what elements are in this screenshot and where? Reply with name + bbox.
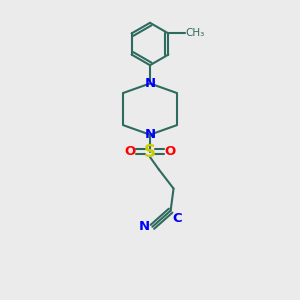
Text: N: N xyxy=(144,77,156,90)
Text: N: N xyxy=(144,128,156,141)
Text: O: O xyxy=(164,145,176,158)
Text: S: S xyxy=(144,143,156,161)
Text: N: N xyxy=(139,220,150,233)
Text: CH₃: CH₃ xyxy=(185,28,204,38)
Text: O: O xyxy=(124,145,136,158)
Text: C: C xyxy=(173,212,182,225)
